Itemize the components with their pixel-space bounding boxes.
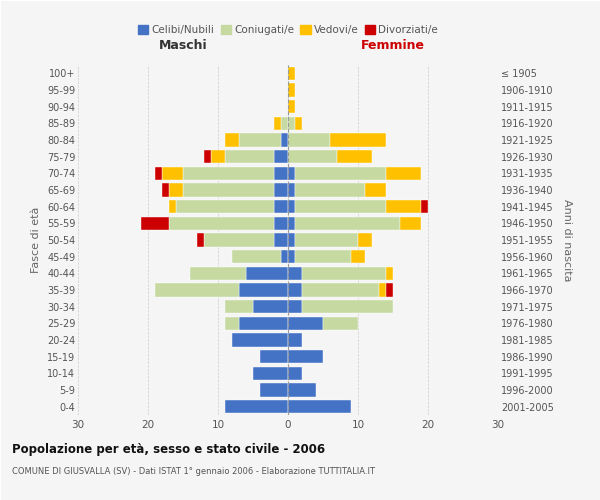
- Bar: [225, 400, 288, 413]
- Bar: [386, 166, 421, 180]
- Bar: [288, 200, 295, 213]
- Bar: [288, 300, 302, 314]
- Bar: [288, 250, 295, 264]
- Bar: [295, 116, 302, 130]
- Bar: [288, 266, 302, 280]
- Text: COMUNE DI GIUSVALLA (SV) - Dati ISTAT 1° gennaio 2006 - Elaborazione TUTTITALIA.: COMUNE DI GIUSVALLA (SV) - Dati ISTAT 1°…: [12, 468, 375, 476]
- Bar: [288, 150, 337, 164]
- Bar: [288, 166, 295, 180]
- Bar: [281, 250, 288, 264]
- Bar: [176, 200, 274, 213]
- Bar: [183, 184, 274, 196]
- Bar: [400, 216, 421, 230]
- Bar: [190, 266, 246, 280]
- Bar: [295, 234, 358, 246]
- Bar: [169, 200, 176, 213]
- Bar: [379, 284, 386, 296]
- Bar: [295, 200, 386, 213]
- Bar: [386, 284, 393, 296]
- Bar: [225, 134, 239, 146]
- Bar: [288, 66, 295, 80]
- Bar: [288, 334, 302, 346]
- Bar: [365, 184, 386, 196]
- Bar: [274, 184, 288, 196]
- Bar: [239, 284, 288, 296]
- Bar: [162, 166, 183, 180]
- Bar: [169, 216, 274, 230]
- Bar: [141, 216, 169, 230]
- Bar: [169, 184, 183, 196]
- Bar: [274, 216, 288, 230]
- Bar: [155, 284, 239, 296]
- Bar: [183, 166, 274, 180]
- Bar: [358, 234, 372, 246]
- Bar: [386, 266, 393, 280]
- Bar: [302, 266, 386, 280]
- Bar: [260, 350, 288, 364]
- Bar: [162, 184, 169, 196]
- Bar: [232, 334, 288, 346]
- Bar: [323, 316, 358, 330]
- Bar: [274, 166, 288, 180]
- Bar: [288, 134, 330, 146]
- Bar: [288, 316, 323, 330]
- Bar: [155, 166, 162, 180]
- Bar: [288, 384, 316, 396]
- Bar: [288, 116, 295, 130]
- Bar: [225, 150, 274, 164]
- Bar: [274, 116, 281, 130]
- Bar: [351, 250, 365, 264]
- Bar: [232, 250, 281, 264]
- Text: Popolazione per età, sesso e stato civile - 2006: Popolazione per età, sesso e stato civil…: [12, 442, 325, 456]
- Bar: [295, 250, 351, 264]
- Bar: [288, 216, 295, 230]
- Bar: [225, 316, 239, 330]
- Bar: [288, 84, 295, 96]
- Bar: [302, 300, 393, 314]
- Bar: [246, 266, 288, 280]
- Y-axis label: Fasce di età: Fasce di età: [31, 207, 41, 273]
- Bar: [288, 350, 323, 364]
- Bar: [302, 284, 379, 296]
- Bar: [253, 300, 288, 314]
- Bar: [211, 150, 225, 164]
- Text: Maschi: Maschi: [158, 38, 208, 52]
- Bar: [204, 234, 274, 246]
- Bar: [421, 200, 428, 213]
- Bar: [330, 134, 386, 146]
- Bar: [260, 384, 288, 396]
- Bar: [274, 234, 288, 246]
- Bar: [239, 134, 281, 146]
- Bar: [288, 234, 295, 246]
- Text: Femmine: Femmine: [361, 38, 425, 52]
- Bar: [225, 300, 253, 314]
- Bar: [386, 200, 421, 213]
- Bar: [337, 150, 372, 164]
- Bar: [239, 316, 288, 330]
- Y-axis label: Anni di nascita: Anni di nascita: [562, 198, 572, 281]
- Bar: [274, 150, 288, 164]
- Bar: [253, 366, 288, 380]
- Bar: [288, 366, 302, 380]
- Bar: [288, 400, 351, 413]
- Bar: [197, 234, 204, 246]
- Legend: Celibi/Nubili, Coniugati/e, Vedovi/e, Divorziati/e: Celibi/Nubili, Coniugati/e, Vedovi/e, Di…: [138, 25, 438, 35]
- Bar: [288, 100, 295, 114]
- Bar: [274, 200, 288, 213]
- Bar: [295, 166, 386, 180]
- Bar: [295, 216, 400, 230]
- Bar: [288, 284, 302, 296]
- Bar: [288, 184, 295, 196]
- Bar: [281, 116, 288, 130]
- Bar: [295, 184, 365, 196]
- Bar: [204, 150, 211, 164]
- Bar: [281, 134, 288, 146]
